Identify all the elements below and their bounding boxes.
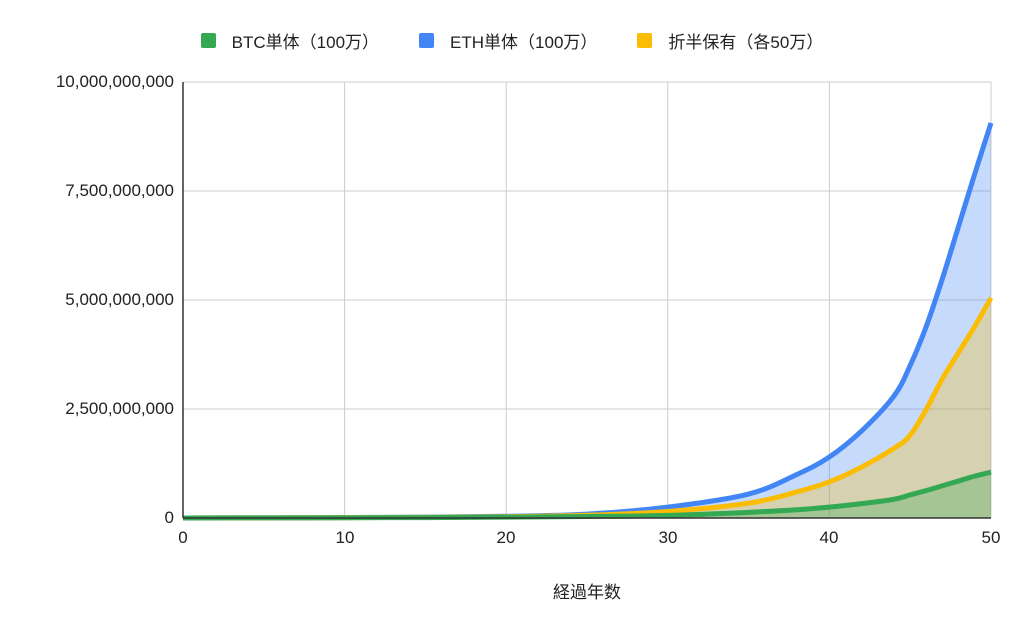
half-swatch-icon [637,33,653,48]
series-areas [183,122,991,518]
y-tick-label: 2,500,000,000 [65,399,174,418]
x-tick-label: 40 [819,528,839,547]
y-tick-label: 5,000,000,000 [65,290,174,309]
legend-label-btc: BTC単体（100万） [231,33,380,52]
chart-legend: BTC単体（100万） ETH単体（100万） 折半保有（各50万） [0,28,1024,53]
x-tick-label: 10 [335,528,355,547]
y-tick-label: 10,000,000,000 [55,72,174,91]
x-tick-label: 30 [658,528,678,547]
y-tick-label: 7,500,000,000 [65,181,174,200]
x-tick-label: 20 [496,528,516,547]
btc-swatch-icon [200,33,216,48]
x-axis-title: 経過年数 [553,583,621,602]
legend-item-half[interactable]: 折半保有（各50万） [637,28,823,53]
x-tick-label: 0 [178,528,188,547]
legend-item-btc[interactable]: BTC単体（100万） [200,28,380,53]
legend-label-half: 折半保有（各50万） [668,33,824,52]
legend-item-eth[interactable]: ETH単体（100万） [419,28,597,53]
legend-label-eth: ETH単体（100万） [450,33,598,52]
y-tick-label: 0 [164,508,174,527]
x-tick-label: 50 [981,528,1001,547]
eth-swatch-icon [419,33,435,48]
